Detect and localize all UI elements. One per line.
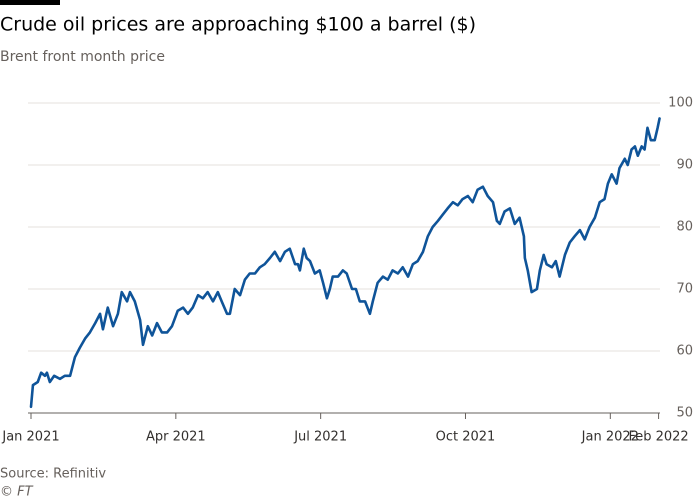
- x-tick-label: Jul 2021: [293, 430, 347, 445]
- brand-bar: [0, 0, 60, 5]
- source: Source: Refinitiv: [0, 467, 106, 482]
- y-tick-label: 80: [676, 220, 693, 235]
- y-tick-label: 90: [676, 158, 693, 173]
- y-tick-label: 50: [676, 406, 693, 421]
- x-tick-label: Apr 2021: [146, 430, 206, 445]
- y-tick-label: 60: [676, 344, 693, 359]
- y-tick-label: 100: [668, 96, 693, 111]
- y-tick-label: 70: [676, 282, 693, 297]
- chart-subtitle: Brent front month price: [0, 49, 165, 65]
- credit: © FT: [0, 485, 34, 500]
- price-line: [29, 117, 661, 409]
- x-tick-label: Jan 2021: [1, 430, 59, 445]
- x-tick-label: Jan 2022: [581, 430, 639, 445]
- chart-title: Crude oil prices are approaching $100 a …: [0, 14, 476, 36]
- x-tick-label: Oct 2021: [436, 430, 496, 445]
- x-tick-label: Feb 2022: [628, 430, 688, 445]
